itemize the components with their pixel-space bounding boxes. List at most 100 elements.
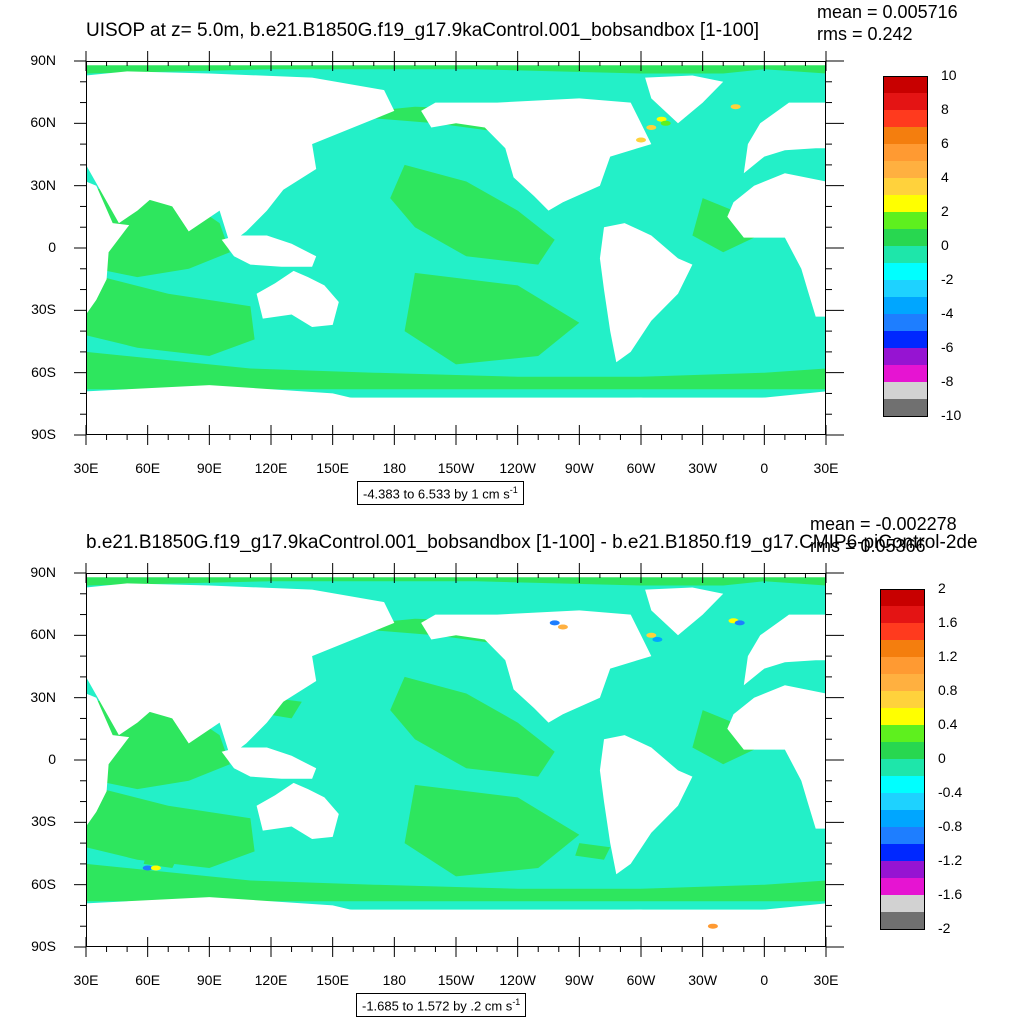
- land-mask: [221, 235, 317, 267]
- colorbar-label: 1.2: [938, 648, 958, 664]
- land-mask: [599, 223, 693, 363]
- land-mask: [743, 102, 826, 174]
- land-mask: [645, 587, 724, 636]
- x-tick-label: 30E: [73, 972, 99, 988]
- colorbar-swatch: [880, 742, 924, 760]
- colorbar-swatch: [883, 110, 927, 128]
- colorbar-label: -2: [938, 920, 951, 936]
- colorbar-swatch: [883, 127, 927, 145]
- colorbar-label: -6: [941, 339, 954, 355]
- anomaly-spot: [652, 637, 663, 642]
- colorbar-swatch: [883, 93, 927, 111]
- colorbar-swatch: [880, 844, 924, 862]
- colorbar-label: 0.4: [938, 716, 958, 732]
- land-mask: [743, 614, 826, 686]
- anomaly-spot: [557, 624, 568, 630]
- ocean-green-patch: [86, 272, 255, 356]
- x-tick-label: 30E: [813, 460, 839, 476]
- x-tick-label: 90W: [564, 460, 594, 476]
- colorbar-swatch: [880, 759, 924, 777]
- colorbar: 10 8 6 4 2 0 -2 -4 -6 -8 -10: [883, 67, 961, 423]
- colorbar-label: -1.2: [938, 852, 963, 868]
- y-tick-label: 0: [48, 751, 56, 767]
- colorbar-swatch: [883, 263, 927, 281]
- mean-label: mean = -0.002278: [810, 514, 957, 534]
- bottom-panel: b.e21.B1850G.f19_g17.9kaControl.001_bobs…: [0, 512, 1024, 1024]
- colorbar-swatch: [883, 246, 927, 264]
- colorbar-swatch: [883, 212, 927, 230]
- x-tick-label: 150E: [316, 460, 350, 476]
- x-tick-label: 90E: [196, 972, 222, 988]
- x-tick-label: 180: [382, 972, 407, 988]
- anomaly-spot: [660, 120, 671, 126]
- x-tick-label: 60W: [626, 972, 656, 988]
- x-tick-label: 60W: [626, 460, 656, 476]
- x-tick-label: 120E: [254, 460, 288, 476]
- colorbar-swatch: [880, 776, 924, 794]
- land-mask: [86, 693, 130, 827]
- map-svg: [74, 51, 844, 445]
- x-tick-label: 30E: [813, 972, 839, 988]
- x-tick-label: 0: [760, 460, 769, 476]
- anomaly-spot: [734, 620, 745, 626]
- colorbar-swatch: [883, 348, 927, 366]
- colorbar-label: -0.4: [938, 784, 963, 800]
- colorbar-frame: [883, 76, 928, 417]
- land-mask: [727, 173, 826, 317]
- x-tick-label: 150E: [316, 972, 350, 988]
- colorbar-swatch: [883, 314, 927, 332]
- colorbar-label: 0.8: [938, 682, 958, 698]
- colorbar-swatch: [883, 280, 927, 298]
- colorbar-label: 2: [938, 580, 946, 596]
- colorbar-label: 10: [941, 67, 957, 83]
- colorbar-swatch: [880, 657, 924, 675]
- colorbar-label: 6: [941, 135, 949, 151]
- anomaly-spot: [150, 865, 161, 871]
- ocean-green-patch: [86, 351, 826, 390]
- ocean-green-patch: [390, 676, 555, 777]
- anomaly-spot: [656, 116, 667, 122]
- land-mask: [221, 747, 317, 779]
- colorbar-swatch: [880, 878, 924, 896]
- anomaly-spot: [549, 620, 560, 626]
- ocean-green-patch: [143, 851, 179, 868]
- land-mask: [727, 685, 826, 829]
- y-tick-label: 0: [48, 239, 56, 255]
- x-tick-label: 90W: [564, 972, 594, 988]
- colorbar-label: -10: [941, 407, 962, 423]
- rms-label: rms = 0.242: [817, 24, 913, 44]
- ocean-green-patch: [390, 164, 555, 265]
- contour-range-box: -1.685 to 1.572 by .2 cm s-1: [356, 993, 527, 1018]
- top-panel: UISOP at z= 5.0m, b.e21.B1850G.f19_g17.9…: [30, 2, 961, 506]
- colorbar-swatch: [880, 912, 924, 930]
- colorbar-swatch: [883, 331, 927, 349]
- colorbar-swatch: [880, 640, 924, 658]
- contour-range-box: -4.383 to 6.533 by 1 cm s-1: [357, 481, 524, 506]
- land-mask: [86, 164, 230, 232]
- colorbar-label: -0.8: [938, 818, 963, 834]
- y-tick-label: 30N: [30, 176, 56, 193]
- land-mask: [645, 75, 724, 124]
- y-tick-label: 30S: [31, 301, 56, 318]
- colorbar-swatch: [880, 606, 924, 624]
- colorbar-label: 2: [941, 203, 949, 219]
- panel-title: b.e21.B1850G.f19_g17.9kaControl.001_bobs…: [86, 532, 978, 553]
- anomaly-spot: [646, 125, 657, 130]
- y-tick-label: 60S: [31, 363, 56, 380]
- colorbar-swatch: [883, 382, 927, 400]
- mean-label: mean = 0.005716: [817, 2, 958, 22]
- land-mask: [256, 270, 339, 327]
- x-tick-label: 60E: [135, 972, 161, 988]
- y-tick-label: 30S: [31, 813, 56, 830]
- x-tick-label: 180: [382, 460, 407, 476]
- ocean-green-patch: [692, 710, 755, 765]
- y-tick-label: 90N: [30, 52, 56, 68]
- x-tick-label: 30E: [73, 460, 99, 476]
- colorbar-label: 0: [941, 237, 949, 253]
- x-tick-label: 90E: [196, 460, 222, 476]
- colorbar-swatch: [880, 793, 924, 811]
- colorbar-label: 8: [941, 101, 949, 117]
- colorbar-swatch: [883, 178, 927, 196]
- rms-label: rms = 0.05366: [810, 536, 926, 556]
- colorbar-swatch: [883, 195, 927, 213]
